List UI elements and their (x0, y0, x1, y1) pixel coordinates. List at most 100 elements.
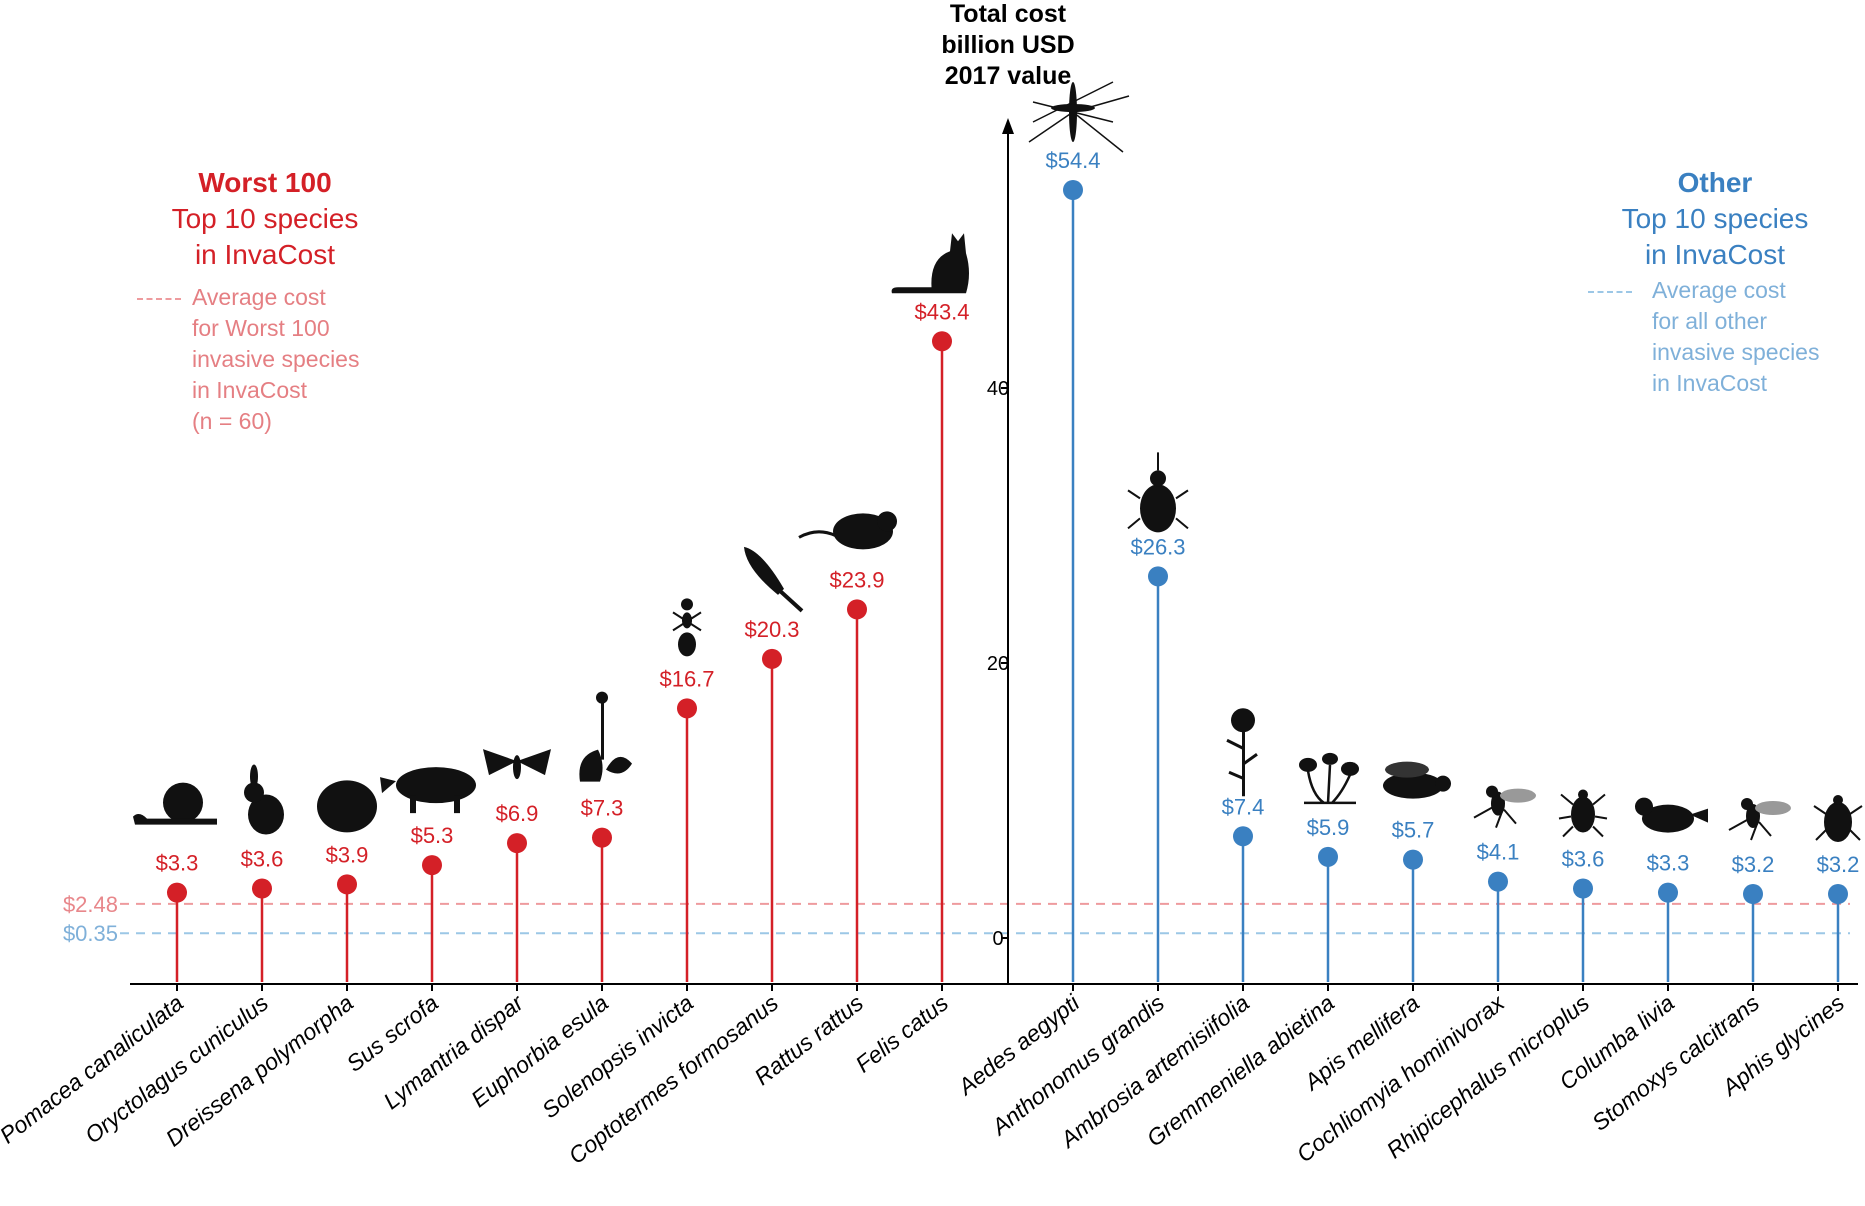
snail-icon (133, 782, 217, 825)
legend-other-dash (1588, 291, 1632, 293)
moth-icon (483, 749, 551, 780)
x-tick-label: Solenopsis invicta (537, 989, 698, 1123)
value-label: $3.2 (1817, 852, 1860, 877)
value-label: $26.3 (1130, 534, 1185, 559)
ant-icon-part (678, 632, 696, 657)
rabbit-icon-part (250, 764, 258, 789)
value-label: $5.3 (411, 823, 454, 848)
legend-other-subtitle-2: in InvaCost (1644, 239, 1786, 270)
moth-icon-part (517, 749, 551, 776)
plant-icon-part (606, 756, 632, 774)
y-axis-title-line: 2017 value (945, 62, 1072, 90)
pigeon-icon-part (1690, 808, 1708, 823)
lollipop-dot (1233, 826, 1253, 847)
stable-fly-icon-part (1728, 819, 1772, 841)
value-label: $23.9 (829, 567, 884, 592)
bee-icon-part (1383, 772, 1443, 799)
lollipop-dot (1318, 846, 1338, 867)
tick-icon-part (1578, 789, 1588, 800)
value-label: $6.9 (496, 801, 539, 826)
value-label: $7.4 (1222, 794, 1265, 819)
plant-icon (579, 691, 632, 782)
boar-icon-part (396, 767, 476, 804)
legend-other-title: Other (1677, 167, 1753, 198)
fungus-icon-part (1341, 761, 1359, 776)
mussel-icon-part (317, 780, 377, 833)
lollipop-dot (1063, 180, 1083, 200)
rabbit-icon (244, 764, 284, 835)
y-tick-label: 20 (987, 653, 1009, 675)
termite-icon-part (744, 546, 784, 595)
lollipop-dot (1148, 566, 1168, 587)
mosquito-icon-part (1028, 81, 1130, 153)
mosquito-icon (1028, 81, 1130, 153)
lollipop-dot (1658, 882, 1678, 903)
legend-other: Other Top 10 species in InvaCost (1580, 165, 1850, 273)
termite-icon (744, 546, 804, 613)
y-axis-title-line: Total cost (950, 0, 1067, 28)
average-cost-label: $2.48 (63, 892, 118, 917)
lollipop-dot (847, 599, 867, 620)
stable-fly-icon-part (1741, 798, 1753, 810)
note-line: Average cost (192, 284, 326, 310)
fly-icon-part (1486, 785, 1498, 798)
value-label: $4.1 (1477, 840, 1520, 865)
lollipop-dot (932, 331, 952, 352)
bee-icon (1383, 761, 1451, 799)
lollipop-dot (252, 878, 272, 899)
cat-icon-part (891, 287, 932, 294)
value-label: $3.6 (1562, 847, 1605, 872)
x-tick-label: Felis catus (850, 989, 953, 1077)
bee-icon-part (1435, 775, 1451, 792)
pigeon-icon (1635, 797, 1708, 833)
note-line: invasive species (192, 346, 360, 372)
value-label: $3.9 (326, 842, 369, 867)
y-axis-title: Total cost billion USD 2017 value (941, 0, 1074, 90)
y-tick-label: 0 (992, 928, 1003, 950)
legend-worst-subtitle-2: in InvaCost (194, 239, 336, 270)
average-cost-label: $0.35 (63, 921, 118, 946)
note-line: Average cost (1652, 277, 1786, 303)
fly-icon-part (1473, 806, 1517, 828)
pigeon-icon-part (1642, 804, 1694, 833)
lollipop-dot (1488, 871, 1508, 892)
fungus-icon-part (1304, 764, 1356, 805)
fly-icon-part (1500, 788, 1536, 803)
tick-icon-part (1558, 793, 1608, 838)
average-lines: $2.48 $0.35 (63, 892, 1850, 946)
note-line: for all other (1652, 308, 1768, 334)
lollipop-dot (1743, 884, 1763, 904)
value-label: $3.6 (241, 847, 284, 872)
snail-icon-part (163, 782, 203, 823)
note-line: (n = 60) (192, 408, 272, 434)
rat-icon-part (798, 530, 836, 539)
y-tick-label: 40 (987, 378, 1009, 400)
stable-fly-icon (1728, 798, 1791, 841)
ant-icon-part (672, 611, 702, 632)
weevil-icon-part (1150, 470, 1166, 487)
tick-icon (1558, 789, 1608, 838)
snail-icon-part (133, 814, 217, 825)
tick-icon-part (1571, 796, 1595, 833)
ant-icon-part (681, 598, 693, 611)
lollipop-dot (167, 882, 187, 903)
flower-icon-part (1231, 708, 1255, 733)
termite-icon-part (778, 589, 804, 613)
rat-icon-part (877, 511, 897, 532)
y-axis: 0 20 40 (987, 118, 1014, 984)
value-label: $7.3 (581, 796, 624, 821)
value-label: $54.4 (1045, 148, 1100, 173)
lollipop-dot (592, 827, 612, 848)
lollipop-dot (337, 874, 357, 895)
weevil-icon-part (1127, 452, 1189, 530)
lollipop-marks: $3.3 $3.6 $3.9 $5.3 $6.9 $7.3 $16.7 $20.3 $23.9 $… (133, 81, 1863, 982)
bee-icon-part (1385, 761, 1429, 778)
plant-icon-part (596, 691, 608, 704)
lollipop-dot (422, 855, 442, 876)
legend-worst-100: Worst 100 Top 10 species in InvaCost (130, 165, 400, 273)
cat-icon (891, 233, 969, 294)
boar-icon (380, 767, 476, 814)
boar-icon-part (380, 777, 396, 794)
lollipop-dot (1828, 884, 1848, 904)
